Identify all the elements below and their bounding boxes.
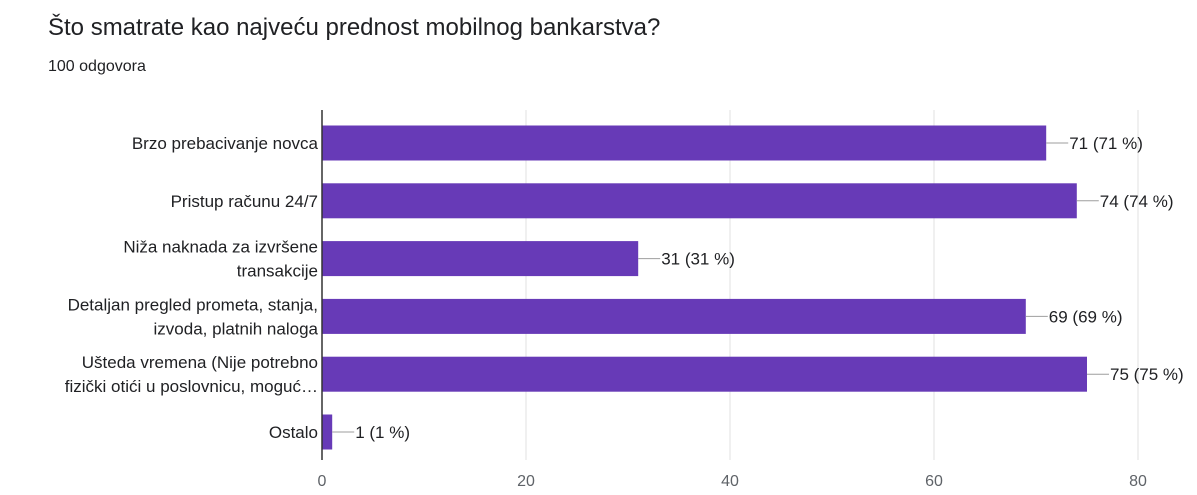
data-label: 75 (75 %) (1110, 365, 1184, 384)
category-label: Niža naknada za izvršene (123, 238, 318, 257)
category-label: Ušteda vremena (Nije potrebno (82, 353, 318, 372)
category-label: Detaljan pregled prometa, stanja, (68, 295, 318, 314)
response-count: 100 odgovora (48, 58, 146, 75)
data-label: 71 (71 %) (1069, 134, 1143, 153)
x-tick-label: 40 (721, 473, 739, 490)
bar (322, 125, 1047, 161)
x-tick-label: 20 (517, 473, 535, 490)
category-label: Pristup računu 24/7 (171, 192, 318, 211)
x-tick-label: 80 (1129, 473, 1147, 490)
data-label: 69 (69 %) (1049, 307, 1123, 326)
category-label: fizički otići u poslovnicu, moguć… (65, 377, 318, 396)
bar (322, 298, 1026, 334)
category-label: Brzo prebacivanje novca (132, 134, 319, 153)
bar (322, 241, 639, 277)
bar (322, 356, 1087, 392)
x-tick-label: 60 (925, 473, 943, 490)
data-label: 1 (1 %) (355, 423, 410, 442)
bar (322, 183, 1077, 219)
category-label: izvoda, platnih naloga (154, 319, 319, 338)
category-label: Ostalo (269, 423, 318, 442)
data-label: 31 (31 %) (661, 250, 735, 269)
chart-title: Što smatrate kao najveću prednost mobiln… (48, 14, 661, 41)
x-tick-label: 0 (318, 473, 327, 490)
bar (322, 414, 333, 450)
category-label: transakcije (237, 262, 318, 281)
data-label: 74 (74 %) (1100, 192, 1174, 211)
